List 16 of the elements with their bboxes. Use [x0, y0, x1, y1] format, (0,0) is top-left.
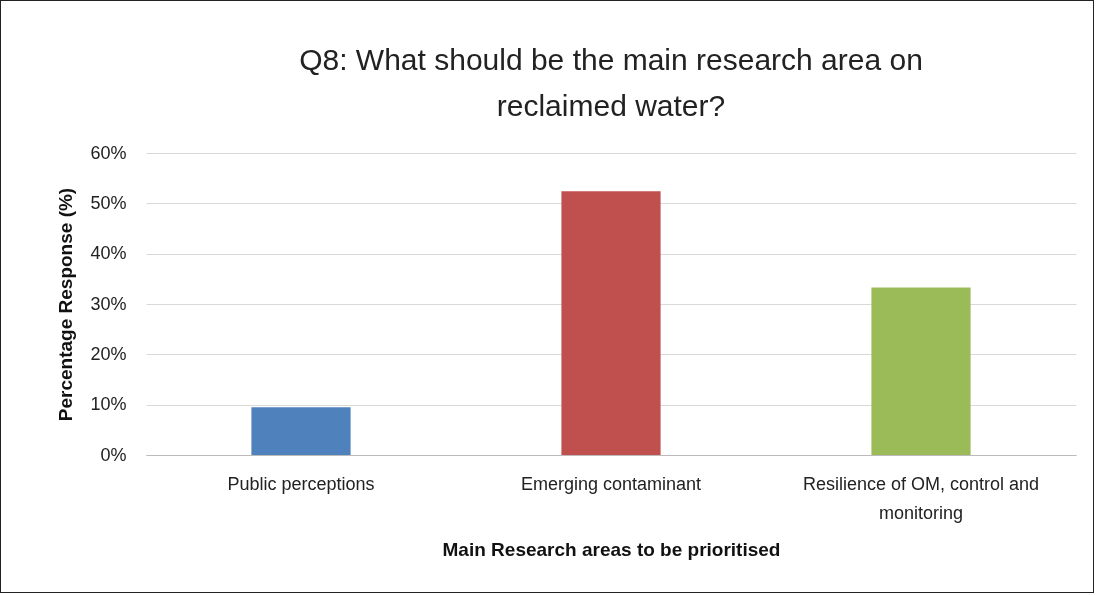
x-tick-label: Emerging contaminant	[520, 473, 702, 494]
y-tick-label: 0%	[100, 444, 127, 465]
bar	[561, 191, 661, 455]
x-tick-label: Resilience of OM, control and monitoring	[802, 473, 1040, 523]
y-tick-label: 20%	[90, 343, 127, 364]
y-tick-label: 40%	[90, 243, 127, 264]
y-tick-label: 50%	[90, 192, 127, 213]
x-tick-label: Public perceptions	[227, 473, 375, 494]
y-tick-label: 10%	[90, 394, 127, 415]
y-axis-title: Percentage Response (%)	[55, 187, 77, 422]
bar	[251, 407, 351, 455]
x-axis-title: Main Research areas to be prioritised	[442, 538, 781, 560]
y-tick-label: 60%	[90, 142, 127, 163]
chart-title: Q8: What should be the main research area on reclaimed water?	[299, 43, 923, 122]
bar	[871, 287, 971, 455]
y-tick-label: 30%	[90, 293, 127, 314]
